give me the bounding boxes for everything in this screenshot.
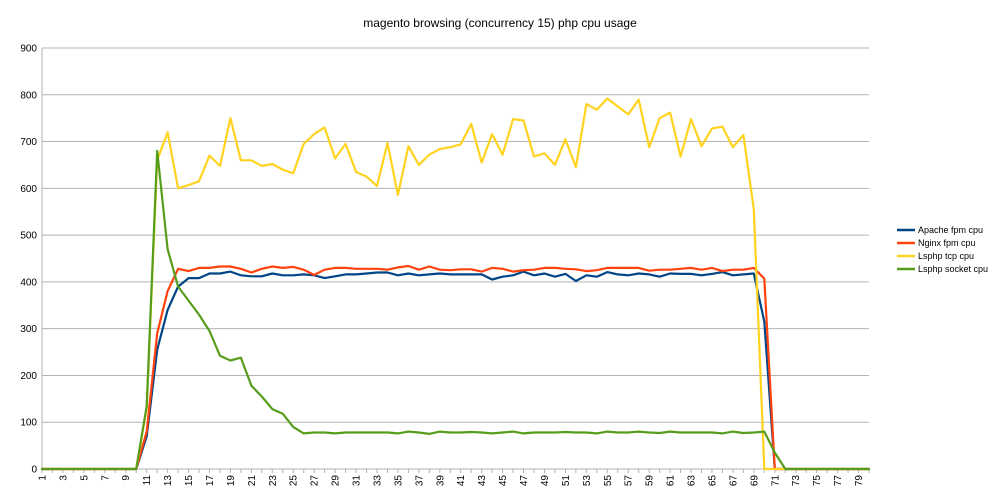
x-tick-label: 29	[331, 475, 342, 487]
chart-title: magento browsing (concurrency 15) php cp…	[363, 16, 637, 30]
x-tick-label: 37	[414, 475, 425, 487]
x-tick-label: 47	[519, 475, 530, 487]
x-tick-label: 1	[38, 475, 49, 481]
x-tick-label: 5	[79, 475, 90, 481]
x-tick-label: 23	[268, 475, 279, 487]
x-tick-label: 11	[142, 475, 153, 486]
y-tick-label: 0	[31, 465, 37, 476]
series-line	[40, 264, 871, 471]
x-tick-label: 61	[666, 475, 677, 487]
x-tick-label: 39	[435, 475, 446, 487]
x-tick-label: 33	[372, 475, 383, 487]
x-tick-label: 79	[854, 475, 865, 487]
x-tick-label: 25	[289, 475, 300, 487]
x-tick-label: 49	[540, 475, 551, 487]
x-tick-label: 15	[184, 475, 195, 487]
x-tick-label: 19	[226, 475, 237, 487]
x-tick-label: 45	[498, 475, 509, 487]
x-tick-label: 17	[205, 475, 216, 487]
series-line	[40, 270, 871, 471]
y-tick-label: 200	[20, 371, 37, 382]
legend-label: Nginx fpm cpu	[918, 238, 976, 248]
x-tick-label: 75	[812, 475, 823, 487]
x-tick-label: 9	[121, 475, 132, 481]
series-line	[40, 149, 871, 471]
x-tick-label: 57	[624, 475, 635, 487]
x-tick-label: 3	[58, 475, 69, 481]
x-tick-label: 31	[352, 475, 363, 487]
y-tick-label: 300	[20, 324, 37, 335]
y-tick-label: 700	[20, 137, 37, 148]
x-tick-label: 67	[728, 475, 739, 487]
legend-label: Lsphp socket cpu	[918, 264, 988, 274]
x-tick-label: 69	[749, 475, 760, 487]
x-tick-label: 77	[833, 475, 844, 487]
x-tick-label: 35	[393, 475, 404, 487]
x-tick-label: 7	[100, 475, 111, 481]
legend-label: Apache fpm cpu	[918, 225, 983, 235]
x-tick-label: 27	[310, 475, 321, 487]
x-tick-label: 41	[456, 475, 467, 487]
y-tick-label: 600	[20, 184, 37, 195]
legend-label: Lsphp tcp cpu	[918, 251, 974, 261]
x-tick-label: 59	[645, 475, 656, 487]
y-tick-label: 500	[20, 231, 37, 242]
x-tick-label: 63	[687, 475, 698, 487]
x-tick-label: 55	[603, 475, 614, 487]
x-tick-label: 53	[582, 475, 593, 487]
series-line	[40, 97, 871, 471]
series-lines	[40, 97, 871, 471]
x-tick-label: 13	[163, 475, 174, 487]
x-tick-label: 51	[561, 475, 572, 487]
x-tick-label: 43	[477, 475, 488, 487]
y-tick-label: 100	[20, 418, 37, 429]
x-tick-label: 71	[770, 475, 781, 487]
x-tick-label: 21	[247, 475, 258, 487]
y-tick-label: 400	[20, 277, 37, 288]
legend: Apache fpm cpu Nginx fpm cpu Lsphp tcp cpu…	[897, 225, 988, 274]
x-tick-label: 73	[791, 475, 802, 487]
y-tick-label: 800	[20, 90, 37, 101]
x-tick-label: 65	[707, 475, 718, 487]
y-tick-label: 900	[20, 44, 37, 55]
